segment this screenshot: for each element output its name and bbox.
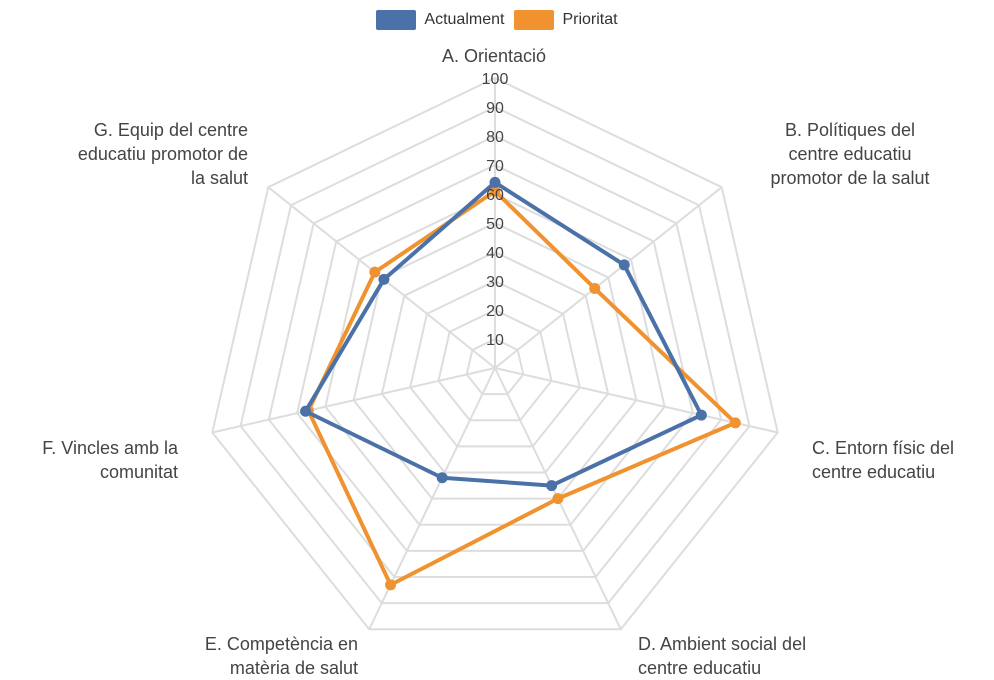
- point-actualment-0: [489, 176, 501, 188]
- tick-layer: 10 20 30 40 50 60 70 80 90 100: [482, 71, 509, 349]
- axis-label-d: D. Ambient social del centre educatiu: [638, 634, 807, 678]
- point-prioritat-4: [385, 579, 397, 591]
- tick-label-80: 80: [486, 129, 504, 146]
- grid-ring-80: [267, 134, 723, 579]
- grid-ring-30: [409, 279, 581, 448]
- point-prioritat-0: [489, 185, 501, 197]
- legend: Actualment Prioritat: [0, 10, 994, 30]
- grid-ring-50: [352, 221, 638, 500]
- legend-label-prioritat: Prioritat: [562, 11, 618, 28]
- point-prioritat-1: [589, 282, 601, 294]
- grid-ring-90: [239, 105, 751, 605]
- tick-label-20: 20: [486, 303, 504, 320]
- point-prioritat-2: [729, 417, 741, 429]
- point-actualment-2: [695, 409, 707, 421]
- legend-item-actualment: Actualment: [376, 10, 504, 30]
- point-actualment-3: [546, 480, 558, 492]
- grid-spoke-1: [494, 186, 723, 369]
- legend-label-actualment: Actualment: [424, 11, 505, 28]
- tick-label-70: 70: [486, 158, 504, 175]
- grid-ring-20: [437, 308, 553, 422]
- grid-ring-40: [380, 250, 610, 474]
- point-actualment-1: [618, 259, 630, 271]
- axis-label-f: F. Vincles amb la comunitat: [42, 438, 178, 482]
- axis-label-a: A. Orientació: [441, 46, 547, 66]
- grid-spoke-5: [212, 367, 496, 434]
- legend-swatch-actualment: [376, 10, 417, 30]
- tick-label-50: 50: [486, 216, 504, 233]
- point-prioritat-3: [552, 493, 564, 505]
- series-line-prioritat: [306, 189, 738, 587]
- point-prioritat-6: [369, 266, 381, 278]
- grid-ring-70: [296, 163, 694, 552]
- point-actualment-4: [436, 472, 448, 484]
- grid-ring-10: [465, 337, 525, 396]
- legend-item-prioritat: Prioritat: [514, 10, 618, 30]
- point-actualment-6: [378, 273, 390, 285]
- tick-label-60: 60: [486, 187, 504, 204]
- grid-layer: [211, 76, 779, 631]
- tick-label-30: 30: [486, 274, 504, 291]
- tick-label-100: 100: [482, 71, 509, 88]
- series-layer: [300, 176, 741, 591]
- axis-label-g: G. Equip del centre educatiu promotor de…: [77, 120, 248, 188]
- legend-swatch-prioritat: [514, 10, 555, 30]
- grid-ring-60: [324, 192, 666, 526]
- axis-label-e: E. Competència en matèria de salut: [204, 634, 358, 678]
- grid-ring-100: [211, 76, 779, 631]
- tick-label-40: 40: [486, 245, 504, 262]
- series-line-actualment: [303, 180, 704, 488]
- tick-label-90: 90: [486, 100, 504, 117]
- axis-label-c: C. Entorn físic del centre educatiu: [812, 438, 955, 482]
- axis-label-b: B. Polítiques del centre educatiu promot…: [770, 120, 930, 188]
- point-actualment-5: [300, 405, 312, 417]
- tick-label-10: 10: [486, 332, 504, 349]
